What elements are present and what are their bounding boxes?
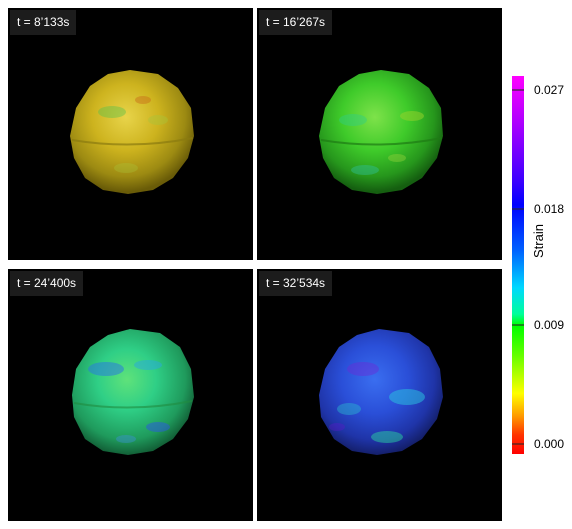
tick-mark (512, 208, 524, 210)
colorbar-tick: 0.009 (509, 318, 564, 332)
particle-render-t1 (70, 70, 194, 194)
tick-label: 0.000 (534, 437, 565, 451)
time-label: t = 8’133s (10, 10, 77, 35)
time-label: t = 16’267s (259, 10, 333, 35)
panel-t4: t = 32’534s (257, 269, 502, 521)
colorbar-tick: 0.000 (509, 437, 564, 451)
colorbar-tick: 0.018 (509, 202, 564, 216)
colorbar-title: Strain (531, 224, 546, 258)
tick-label: 0.018 (534, 202, 565, 216)
particle-render-t4 (319, 329, 443, 455)
particle-render-t2 (319, 70, 443, 194)
panel-t3: t = 24’400s (8, 269, 253, 521)
time-label: t = 24’400s (10, 271, 84, 296)
tick-mark (512, 324, 524, 326)
particle-render-t3 (72, 329, 194, 455)
tick-mark (512, 443, 524, 445)
tick-mark (512, 89, 524, 91)
tick-label: 0.027 (534, 83, 565, 97)
colorbar-tick: 0.027 (509, 83, 564, 97)
time-label: t = 32’534s (259, 271, 333, 296)
tick-label: 0.009 (534, 318, 565, 332)
strain-colorbar: 0.027 0.018 0.009 0.000 (509, 76, 569, 456)
colorbar-gradient (512, 76, 524, 454)
panel-t1: t = 8’133s (8, 8, 253, 260)
panel-t2: t = 16’267s (257, 8, 502, 260)
